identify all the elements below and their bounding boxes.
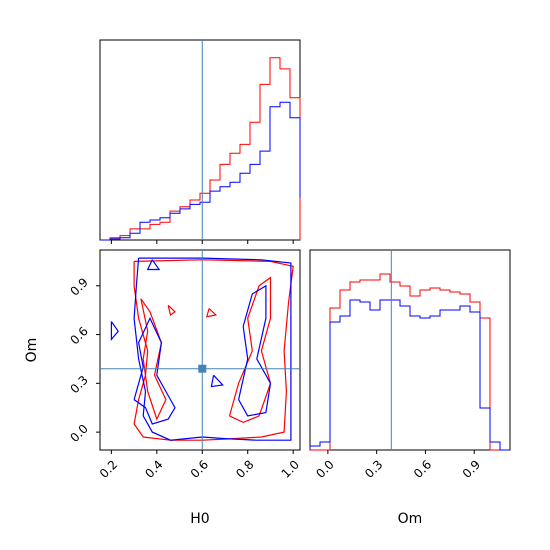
contour-xlabel: H0 [190,511,209,527]
hist-H0-xticks [110,240,294,244]
hist-H0-series-b [100,101,301,241]
hist-H0-series-a [100,57,301,241]
hist-Om-series-a [310,273,510,451]
contour-line [110,321,119,342]
contour-line [133,257,292,441]
contour-line [205,308,218,318]
contour-line [133,316,176,425]
contour-frame [99,249,301,451]
contour-line [238,284,272,417]
contour-line [210,374,224,388]
contour-truth-marker [198,364,207,373]
contour-line [146,259,161,271]
contour-lines [110,257,294,441]
hist-Om-frame [309,249,511,451]
contour-line [228,276,272,424]
contour-panel: 0.2 0.4 0.6 0.8 1.0 0.00.30.60.9 H0 Om [24,249,302,527]
contour-line [140,298,167,421]
contour-ylabel: Om [24,338,40,363]
hist-Om-xlabel: Om [398,511,423,527]
contour-line [133,259,294,441]
hist-H0-panel [99,39,301,244]
hist-Om-series-b [309,299,510,451]
contour-line [167,304,176,317]
